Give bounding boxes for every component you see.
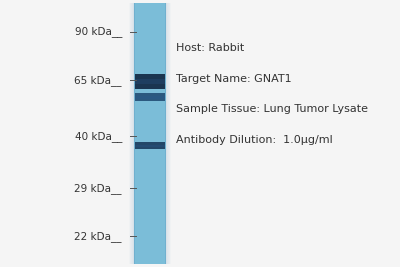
Bar [135,93,165,101]
Text: Antibody Dilution:  1.0μg/ml: Antibody Dilution: 1.0μg/ml [176,135,333,145]
Bar [131,3,132,264]
Bar [135,96,165,99]
Bar [170,3,171,264]
Text: Sample Tissue: Lung Tumor Lysate: Sample Tissue: Lung Tumor Lysate [176,104,368,115]
Bar [169,3,170,264]
Text: 40 kDa__: 40 kDa__ [75,131,122,142]
Bar [133,3,134,264]
Bar [135,144,165,147]
Text: 22 kDa__: 22 kDa__ [74,231,122,242]
Bar [129,3,130,264]
Bar [135,74,165,89]
Text: 65 kDa__: 65 kDa__ [74,75,122,85]
Bar [166,3,167,264]
Bar [167,3,168,264]
Text: Host: Rabbit: Host: Rabbit [176,43,244,53]
Text: Target Name: GNAT1: Target Name: GNAT1 [176,74,292,84]
Bar [132,3,133,264]
Bar [168,3,169,264]
Bar [165,3,166,264]
Bar [134,3,135,264]
Bar [135,142,165,149]
Text: 90 kDa__: 90 kDa__ [75,27,122,37]
Bar [134,3,166,264]
Text: 29 kDa__: 29 kDa__ [74,183,122,194]
Bar [130,3,131,264]
Bar [135,79,165,84]
